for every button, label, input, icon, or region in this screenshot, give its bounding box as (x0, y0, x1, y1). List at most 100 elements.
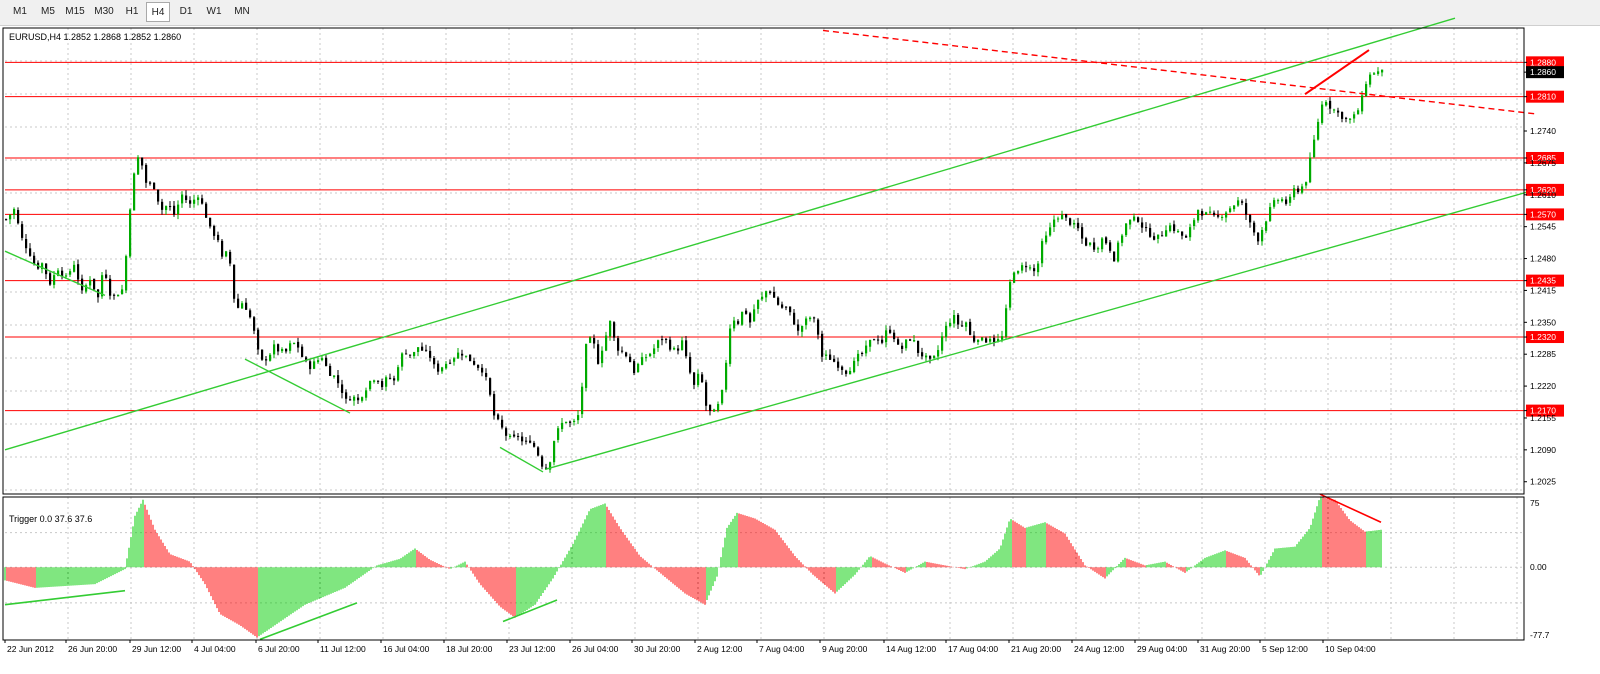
price-label: 1.2810 (1530, 92, 1556, 102)
candle (793, 309, 796, 326)
timeframe-button-m1[interactable]: M1 (13, 6, 27, 17)
candle (9, 214, 12, 225)
trend-line-6 (1304, 49, 1370, 96)
candle (349, 395, 352, 401)
candle (477, 364, 480, 371)
candle (569, 420, 572, 428)
price-tag-1.2435 (1526, 274, 1564, 287)
candle (1089, 242, 1092, 247)
candle (173, 200, 176, 217)
candle (409, 354, 412, 359)
candle (1077, 217, 1080, 232)
price-label: 1.2155 (1530, 413, 1556, 423)
candle (177, 200, 180, 220)
candle (1333, 108, 1336, 114)
candle (25, 233, 28, 254)
candle (225, 250, 228, 258)
candle (553, 440, 556, 466)
candle (909, 338, 912, 342)
candle (609, 320, 612, 341)
time-label: 30 Jul 20:00 (634, 644, 681, 654)
candle (961, 320, 964, 327)
candle (813, 316, 816, 323)
candle (877, 335, 880, 345)
candle (1201, 208, 1204, 220)
price-label: 1.2170 (1530, 406, 1556, 416)
candle (1357, 108, 1360, 115)
candle (929, 355, 932, 364)
timeframe-button-h4[interactable]: H4 (146, 2, 170, 22)
candle (777, 296, 780, 306)
candle (281, 347, 284, 353)
time-label: 24 Aug 12:00 (1074, 644, 1124, 654)
candle (1237, 197, 1240, 207)
candle (425, 344, 428, 352)
candle (1101, 236, 1104, 253)
candle (317, 357, 320, 364)
candle (885, 325, 888, 348)
candle (1273, 197, 1276, 209)
price-tag-1.2810 (1526, 90, 1564, 103)
candle (401, 352, 404, 371)
candle (1141, 217, 1144, 233)
candle (733, 316, 736, 332)
candle (741, 311, 744, 326)
candle (353, 395, 356, 406)
candle (161, 198, 164, 215)
candle (925, 352, 928, 363)
timeframe-button-w1[interactable]: W1 (206, 6, 222, 17)
candlesticks (5, 67, 1384, 473)
candle (1293, 185, 1296, 200)
candle (413, 351, 416, 359)
candle (1285, 196, 1288, 206)
candle (193, 194, 196, 208)
candle (605, 331, 608, 352)
candle (69, 268, 72, 278)
candle (73, 260, 76, 273)
indicator-panel-frame (2, 496, 1525, 641)
candle (1365, 81, 1368, 97)
candle (1049, 222, 1052, 237)
candle (945, 321, 948, 342)
candle (989, 336, 992, 345)
candle (601, 346, 604, 368)
candle (881, 335, 884, 345)
candle (133, 172, 136, 211)
trend-line-4 (499, 446, 544, 473)
candle (649, 352, 652, 358)
candle (285, 348, 288, 354)
time-label: 31 Aug 20:00 (1200, 644, 1250, 654)
timeframe-button-h1[interactable]: H1 (125, 6, 139, 17)
candle (985, 336, 988, 343)
main-panel-frame (2, 27, 1525, 495)
candle (145, 163, 148, 188)
candle (405, 349, 408, 355)
candle (709, 404, 712, 416)
timeframe-button-d1[interactable]: D1 (179, 6, 193, 17)
candle (1157, 234, 1160, 244)
candle (849, 367, 852, 375)
candle (653, 344, 656, 359)
candle (677, 345, 680, 355)
candle (933, 355, 936, 360)
time-label: 6 Jul 20:00 (258, 644, 300, 654)
time-label: 14 Aug 12:00 (886, 644, 936, 654)
candle (1361, 91, 1364, 115)
candle (33, 252, 36, 266)
candle (1281, 197, 1284, 203)
candle (1233, 204, 1236, 212)
candle (809, 316, 812, 322)
timeframe-button-m15[interactable]: M15 (65, 6, 85, 17)
candle (505, 426, 508, 441)
timeframe-button-m5[interactable]: M5 (41, 6, 55, 17)
price-label: 1.2620 (1530, 185, 1556, 195)
candle (169, 201, 172, 211)
timeframe-button-mn[interactable]: MN (234, 6, 250, 17)
trend-line-1 (544, 189, 1536, 471)
candle (21, 221, 24, 241)
timeframe-button-m30[interactable]: M30 (94, 6, 114, 17)
price-label: 1.2880 (1530, 57, 1556, 67)
time-label: 5 Sep 12:00 (1262, 644, 1308, 654)
trend-line-3 (244, 358, 351, 414)
candle (357, 393, 360, 405)
